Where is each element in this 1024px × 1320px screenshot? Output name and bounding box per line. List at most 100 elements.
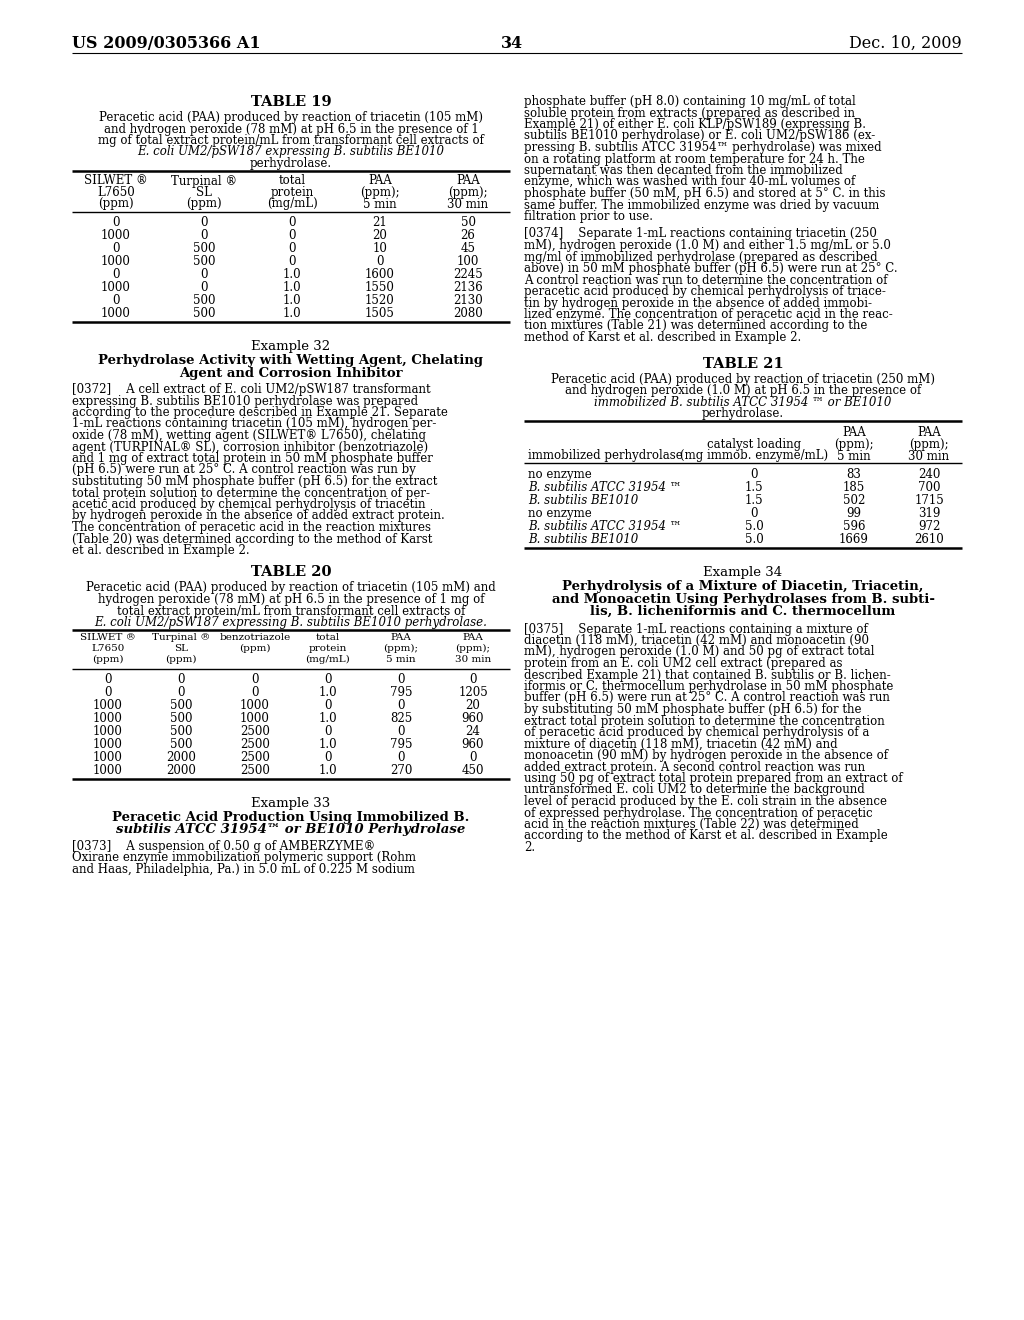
Text: 1000: 1000 <box>240 711 270 725</box>
Text: total extract protein/mL from transformant cell extracts of: total extract protein/mL from transforma… <box>117 605 465 618</box>
Text: of expressed perhydrolase. The concentration of peracetic: of expressed perhydrolase. The concentra… <box>524 807 872 820</box>
Text: on a rotating platform at room temperature for 24 h. The: on a rotating platform at room temperatu… <box>524 153 865 165</box>
Text: according to the method of Karst et al. described in Example: according to the method of Karst et al. … <box>524 829 888 842</box>
Text: Example 33: Example 33 <box>251 797 331 810</box>
Text: 500: 500 <box>193 308 215 319</box>
Text: iformis or C. thermocellum perhydrolase in 50 mM phosphate: iformis or C. thermocellum perhydrolase … <box>524 680 893 693</box>
Text: 700: 700 <box>918 480 940 494</box>
Text: 2500: 2500 <box>240 725 270 738</box>
Text: B. subtilis ATCC 31954 ™: B. subtilis ATCC 31954 ™ <box>528 480 682 494</box>
Text: added extract protein. A second control reaction was run: added extract protein. A second control … <box>524 760 865 774</box>
Text: and hydrogen peroxide (1.0 M) at pH 6.5 in the presence of: and hydrogen peroxide (1.0 M) at pH 6.5 … <box>565 384 922 397</box>
Text: total: total <box>315 634 340 643</box>
Text: TABLE 19: TABLE 19 <box>251 95 332 110</box>
Text: [0372]    A cell extract of E. coli UM2/pSW187 transformant: [0372] A cell extract of E. coli UM2/pSW… <box>72 383 431 396</box>
Text: by substituting 50 mM phosphate buffer (pH 6.5) for the: by substituting 50 mM phosphate buffer (… <box>524 704 861 715</box>
Text: according to the procedure described in Example 21. Separate: according to the procedure described in … <box>72 407 447 418</box>
Text: 1.0: 1.0 <box>283 294 301 308</box>
Text: 0: 0 <box>104 686 112 700</box>
Text: et al. described in Example 2.: et al. described in Example 2. <box>72 544 250 557</box>
Text: (ppm): (ppm) <box>186 198 222 210</box>
Text: 2500: 2500 <box>240 764 270 777</box>
Text: 0: 0 <box>325 751 332 764</box>
Text: PAA: PAA <box>463 634 483 643</box>
Text: 1.0: 1.0 <box>283 308 301 319</box>
Text: (ppm);: (ppm); <box>835 438 873 451</box>
Text: 2000: 2000 <box>166 764 196 777</box>
Text: pressing B. subtilis ATCC 31954™ perhydrolase) was mixed: pressing B. subtilis ATCC 31954™ perhydr… <box>524 141 882 154</box>
Text: 30 min: 30 min <box>455 655 492 664</box>
Text: 972: 972 <box>918 520 940 533</box>
Text: untransformed E. coli UM2 to determine the background: untransformed E. coli UM2 to determine t… <box>524 784 864 796</box>
Text: 825: 825 <box>390 711 412 725</box>
Text: 1.0: 1.0 <box>318 738 337 751</box>
Text: L7650: L7650 <box>91 644 125 653</box>
Text: 795: 795 <box>390 686 413 700</box>
Text: 2500: 2500 <box>240 751 270 764</box>
Text: PAA: PAA <box>918 426 941 440</box>
Text: subtilis BE1010 perhydrolase) or E. coli UM2/pSW186 (ex-: subtilis BE1010 perhydrolase) or E. coli… <box>524 129 876 143</box>
Text: monoacetin (90 mM) by hydrogen peroxide in the absence of: monoacetin (90 mM) by hydrogen peroxide … <box>524 748 888 762</box>
Text: 2.: 2. <box>524 841 536 854</box>
Text: 0: 0 <box>288 228 296 242</box>
Text: catalyst loading: catalyst loading <box>707 438 801 451</box>
Text: acetic acid produced by chemical perhydrolysis of triacetin: acetic acid produced by chemical perhydr… <box>72 498 426 511</box>
Text: 0: 0 <box>469 751 477 764</box>
Text: 500: 500 <box>193 255 215 268</box>
Text: 2080: 2080 <box>454 308 483 319</box>
Text: 1.0: 1.0 <box>318 711 337 725</box>
Text: 2500: 2500 <box>240 738 270 751</box>
Text: PAA: PAA <box>390 634 412 643</box>
Text: 10: 10 <box>373 242 387 255</box>
Text: 500: 500 <box>170 738 193 751</box>
Text: described Example 21) that contained B. subtilis or B. lichen-: described Example 21) that contained B. … <box>524 668 891 681</box>
Text: [0374]    Separate 1-mL reactions containing triacetin (250: [0374] Separate 1-mL reactions containin… <box>524 227 877 240</box>
Text: subtilis ATCC 31954™ or BE1010 Perhydrolase: subtilis ATCC 31954™ or BE1010 Perhydrol… <box>117 824 466 837</box>
Text: Peracetic acid (PAA) produced by reaction of triacetin (250 mM): Peracetic acid (PAA) produced by reactio… <box>551 372 935 385</box>
Text: 2130: 2130 <box>454 294 483 308</box>
Text: 1505: 1505 <box>366 308 395 319</box>
Text: 500: 500 <box>193 242 215 255</box>
Text: 1000: 1000 <box>93 711 123 725</box>
Text: 0: 0 <box>251 686 259 700</box>
Text: PAA: PAA <box>842 426 866 440</box>
Text: 5 min: 5 min <box>838 450 870 462</box>
Text: 20: 20 <box>373 228 387 242</box>
Text: 1520: 1520 <box>366 294 395 308</box>
Text: [0373]    A suspension of 0.50 g of AMBERZYME®: [0373] A suspension of 0.50 g of AMBERZY… <box>72 840 375 853</box>
Text: 0: 0 <box>751 469 758 480</box>
Text: protein: protein <box>270 186 313 199</box>
Text: US 2009/0305366 A1: US 2009/0305366 A1 <box>72 36 261 51</box>
Text: 500: 500 <box>170 700 193 711</box>
Text: 0: 0 <box>201 268 208 281</box>
Text: using 50 pg of extract total protein prepared from an extract of: using 50 pg of extract total protein pre… <box>524 772 902 785</box>
Text: 2610: 2610 <box>914 533 944 546</box>
Text: 45: 45 <box>461 242 475 255</box>
Text: 24: 24 <box>466 725 480 738</box>
Text: 0: 0 <box>201 216 208 228</box>
Text: by hydrogen peroxide in the absence of added extract protein.: by hydrogen peroxide in the absence of a… <box>72 510 444 523</box>
Text: 0: 0 <box>751 507 758 520</box>
Text: phosphate buffer (pH 8.0) containing 10 mg/mL of total: phosphate buffer (pH 8.0) containing 10 … <box>524 95 856 108</box>
Text: 960: 960 <box>462 711 484 725</box>
Text: 21: 21 <box>373 216 387 228</box>
Text: and Monoacetin Using Perhydrolases from B. subti-: and Monoacetin Using Perhydrolases from … <box>552 593 935 606</box>
Text: protein: protein <box>309 644 347 653</box>
Text: 0: 0 <box>376 255 384 268</box>
Text: 100: 100 <box>457 255 479 268</box>
Text: peracetic acid produced by chemical perhydrolysis of triace-: peracetic acid produced by chemical perh… <box>524 285 886 298</box>
Text: 0: 0 <box>325 725 332 738</box>
Text: mM), hydrogen peroxide (1.0 M) and 50 pg of extract total: mM), hydrogen peroxide (1.0 M) and 50 pg… <box>524 645 874 659</box>
Text: 795: 795 <box>390 738 413 751</box>
Text: 5 min: 5 min <box>386 655 416 664</box>
Text: 1000: 1000 <box>93 725 123 738</box>
Text: 1000: 1000 <box>240 700 270 711</box>
Text: mg/ml of immobilized perhydrolase (prepared as described: mg/ml of immobilized perhydrolase (prepa… <box>524 251 878 264</box>
Text: SL: SL <box>196 186 212 199</box>
Text: 0: 0 <box>469 673 477 686</box>
Text: (ppm);: (ppm); <box>360 186 399 199</box>
Text: (ppm);: (ppm); <box>456 644 490 653</box>
Text: total protein solution to determine the concentration of per-: total protein solution to determine the … <box>72 487 430 499</box>
Text: Dec. 10, 2009: Dec. 10, 2009 <box>849 36 962 51</box>
Text: mM), hydrogen peroxide (1.0 M) and either 1.5 mg/mL or 5.0: mM), hydrogen peroxide (1.0 M) and eithe… <box>524 239 891 252</box>
